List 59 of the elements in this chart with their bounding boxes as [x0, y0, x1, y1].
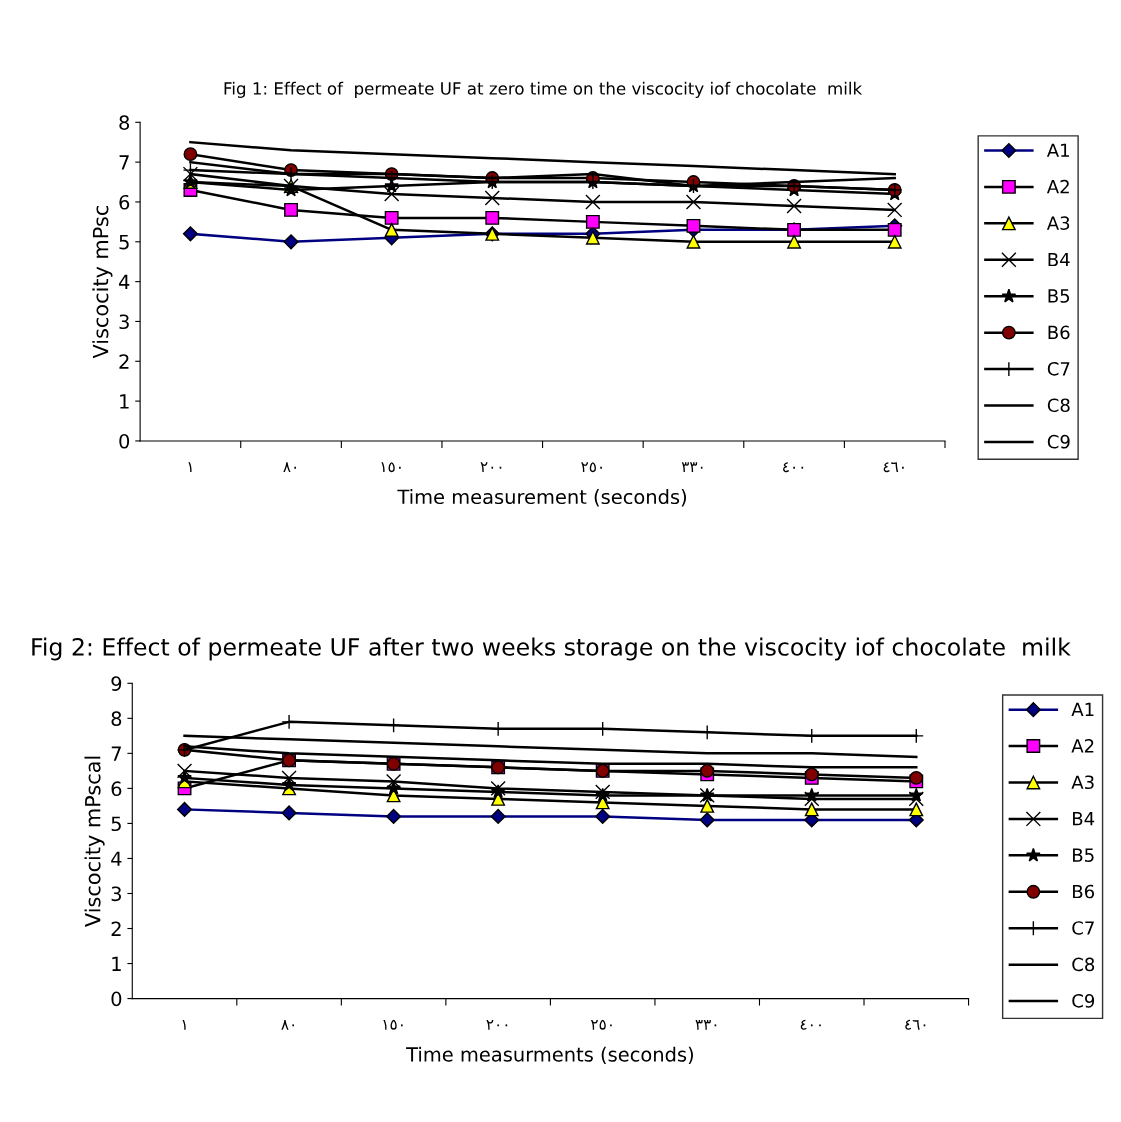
legend-label: A1: [1071, 702, 1094, 716]
chart-title: Fig 2: Effect of permeate UF after two weeks storage on the viscocity iof chocolate milk: [32, 637, 1071, 661]
y-tick-label: 7: [119, 155, 129, 170]
y-tick-label: 6: [119, 194, 130, 210]
y-tick-label: 2: [111, 921, 121, 936]
legend-label: C9: [1072, 994, 1095, 1008]
legend-label: A1: [1046, 143, 1069, 157]
y-tick-label: 0: [119, 433, 130, 449]
x-tick-label: ٤٦٠: [883, 462, 904, 473]
legend-label: C9: [1047, 434, 1070, 449]
legend-label: B5: [1048, 289, 1070, 303]
x-tick-label: ٤٠٠: [800, 1019, 821, 1030]
x-tick-label: ١: [182, 1019, 186, 1030]
x-tick-label: ٤٦٠: [905, 1019, 926, 1030]
x-axis-title: Time measurement (seconds): [397, 489, 687, 507]
chart-title: Fig 1: Effect of permeate UF at zero time on the viscocity iof chocolate milk: [224, 81, 863, 98]
x-tick-label: ٣٣٠: [681, 462, 703, 472]
legend-label: C7: [1047, 362, 1070, 376]
x-tick-label: ١: [188, 462, 192, 472]
y-tick-label: 1: [112, 956, 121, 971]
x-tick-label: ١٥٠: [383, 1019, 403, 1030]
legend-label: A2: [1046, 179, 1069, 194]
legend-label: B5: [1073, 848, 1094, 862]
legend-label: B4: [1073, 812, 1095, 826]
y-tick-label: 3: [111, 886, 121, 902]
legend-label: C7: [1072, 921, 1094, 935]
legend-label: C8: [1072, 957, 1095, 972]
y-tick-label: 6: [111, 781, 122, 797]
x-axis-title: Time measurments (seconds): [406, 1046, 693, 1065]
x-tick-label: ٣٣٠: [695, 1019, 717, 1030]
y-tick-label: 7: [111, 746, 121, 761]
legend-label: A3: [1046, 216, 1070, 230]
y-axis-title: Viscocity mPsc: [92, 206, 113, 359]
x-tick-label: ٢٥٠: [581, 462, 602, 473]
legend-label: C8: [1047, 398, 1070, 413]
y-tick-label: 4: [111, 851, 122, 866]
x-tick-label: ١٥٠: [381, 462, 401, 473]
y-tick-label: 5: [119, 235, 129, 250]
x-tick-label: ٢٠٠: [480, 462, 502, 472]
x-tick-label: ٨٠: [281, 1019, 294, 1030]
y-tick-label: 4: [118, 274, 130, 290]
x-tick-label: ٢٠٠: [486, 1019, 508, 1030]
y-tick-label: 3: [119, 314, 129, 330]
y-tick-label: 5: [111, 816, 121, 832]
legend-label: B6: [1048, 325, 1070, 340]
y-tick-label: 2: [119, 354, 129, 369]
x-tick-label: ٤٠٠: [783, 462, 804, 473]
y-axis-title: Viscocity mPscal: [84, 756, 105, 927]
legend-label: B4: [1048, 252, 1070, 267]
legend-label: A3: [1071, 775, 1094, 790]
y-tick-label: 1: [120, 394, 129, 409]
legend-label: B6: [1073, 884, 1095, 899]
x-tick-label: ٨٠: [283, 462, 296, 472]
y-tick-label: 0: [111, 991, 122, 1007]
y-tick-label: 8: [119, 115, 130, 130]
legend-label: A2: [1071, 738, 1094, 753]
y-tick-label: 8: [111, 711, 122, 726]
x-tick-label: ٢٥٠: [590, 1019, 612, 1030]
y-tick-label: 9: [111, 676, 122, 691]
